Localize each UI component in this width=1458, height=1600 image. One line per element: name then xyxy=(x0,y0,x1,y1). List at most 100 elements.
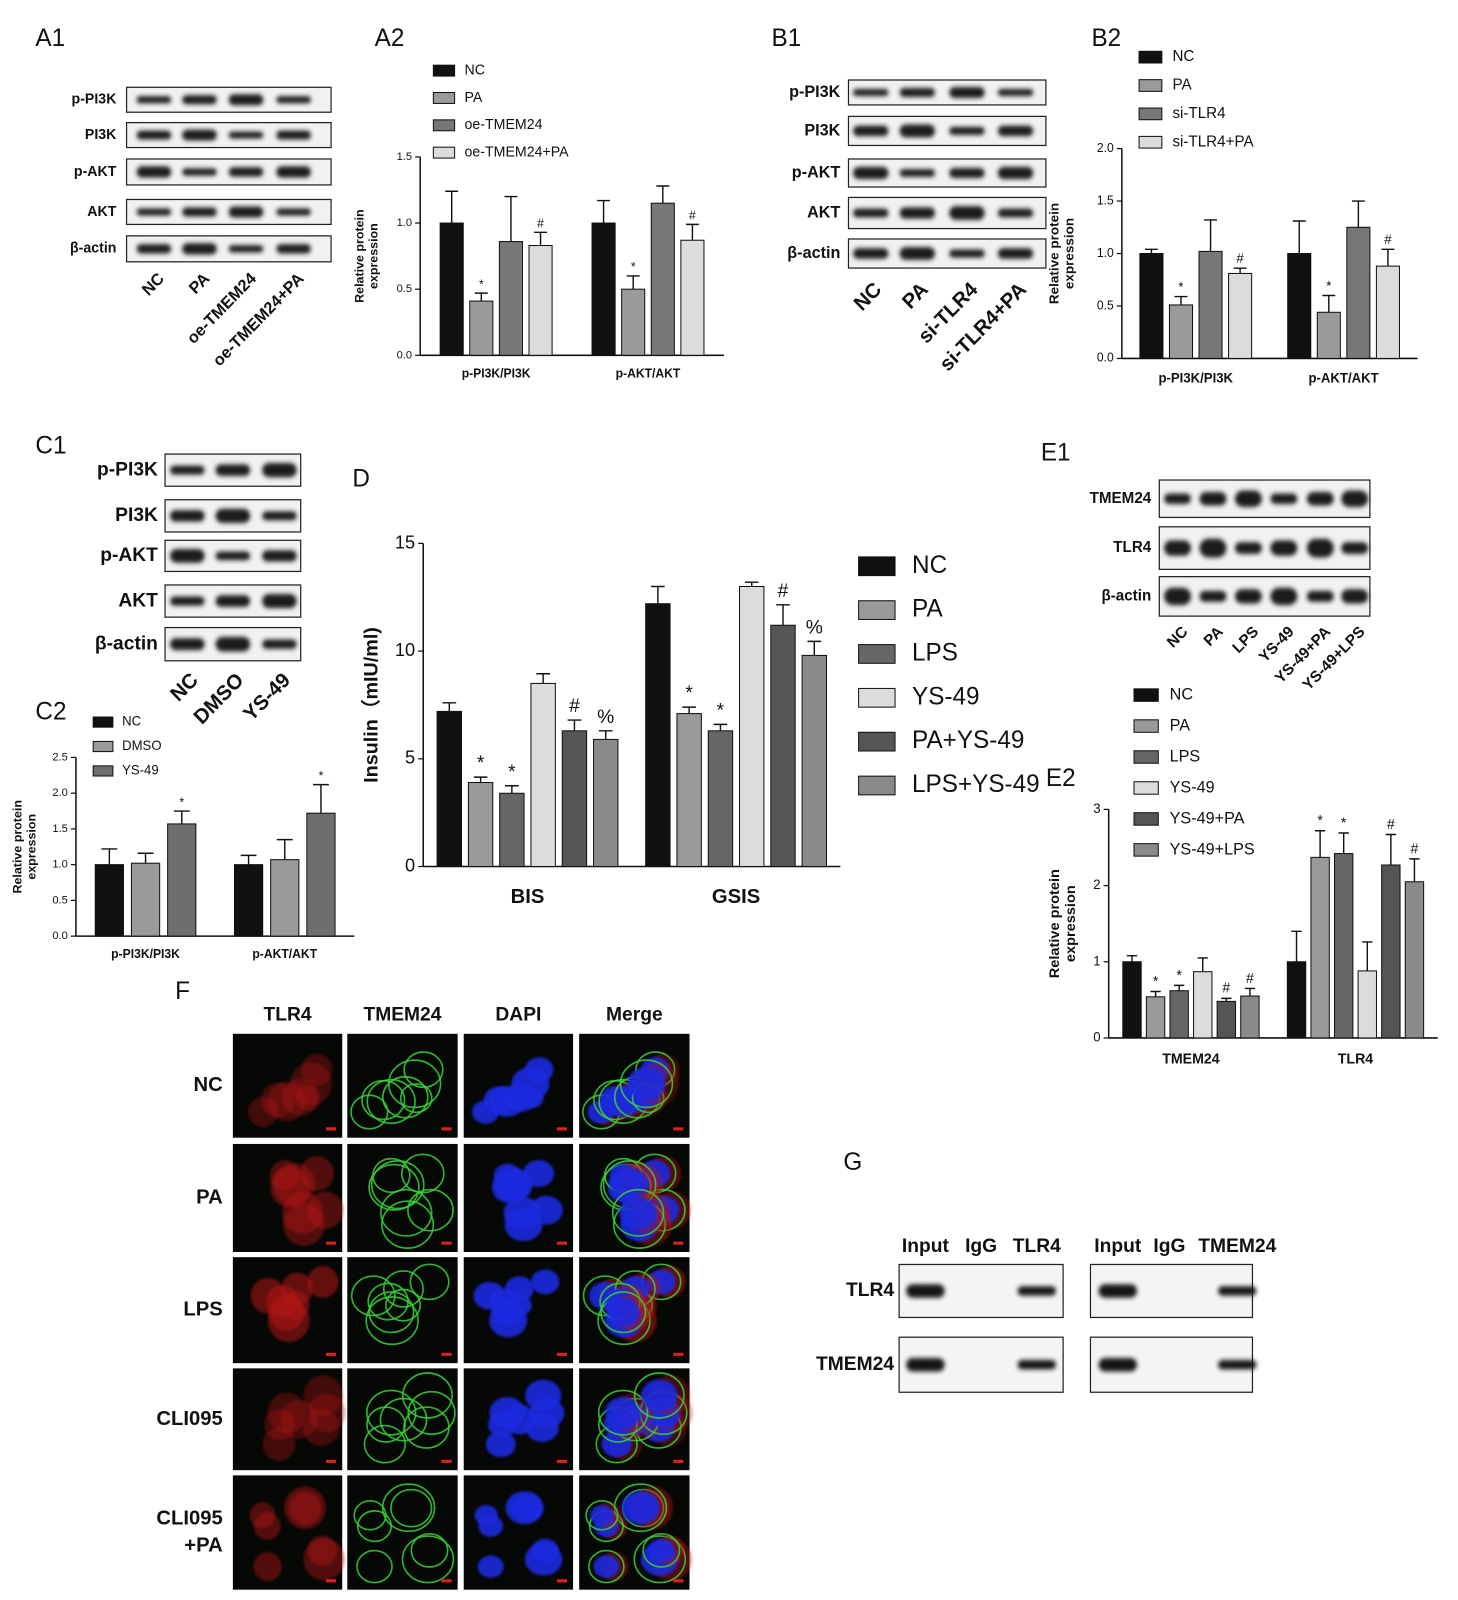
blot-band xyxy=(262,593,297,609)
scale-bar xyxy=(441,1459,452,1463)
legend-swatch xyxy=(1133,750,1159,764)
blot-band xyxy=(228,206,264,218)
blot-row-label: p-PI3K xyxy=(97,458,158,480)
y-tick-label: 0 xyxy=(405,854,415,875)
bar xyxy=(499,792,525,868)
legend-swatch xyxy=(92,740,114,753)
y-tick-label: 1.5 xyxy=(52,823,67,835)
legend-swatch xyxy=(1133,843,1159,857)
error-bar xyxy=(1204,219,1218,252)
tlr4-signal xyxy=(267,1392,307,1433)
tmem24-signal xyxy=(370,1160,425,1210)
x-tick-label: p-PI3K/PI3K xyxy=(111,947,180,961)
blot-band xyxy=(1270,540,1298,556)
legend-label: PA+YS-49 xyxy=(912,727,1024,754)
scale-bar xyxy=(326,1352,337,1356)
error-bar xyxy=(1221,997,1232,1002)
significance-mark: * xyxy=(477,752,485,774)
blot-lane-label: PA xyxy=(898,278,933,314)
error-bar xyxy=(626,275,640,290)
bar xyxy=(1404,881,1425,1039)
panel-label: A1 xyxy=(35,25,65,52)
scale-bar xyxy=(673,1241,684,1245)
blot-band xyxy=(1306,590,1334,602)
bar xyxy=(1122,961,1142,1039)
blot-band xyxy=(949,167,985,179)
y-axis-label: Relative protein xyxy=(1047,869,1063,978)
tmem24-signal xyxy=(350,1275,396,1317)
legend-swatch xyxy=(432,92,456,104)
column-header: DAPI xyxy=(495,1003,541,1025)
blot-band xyxy=(1199,538,1227,558)
y-axis-label: Relative protein xyxy=(1047,203,1062,304)
blot-band xyxy=(949,86,985,98)
tlr4-signal xyxy=(307,1535,337,1566)
panel-label: B2 xyxy=(1091,25,1121,52)
significance-mark: * xyxy=(508,761,516,783)
scale-bar xyxy=(673,1127,684,1131)
tmem24-signal xyxy=(407,1390,456,1436)
panel-label: F xyxy=(175,978,190,1005)
blot-row-label: p-AKT xyxy=(100,544,158,566)
legend-label: NC xyxy=(465,62,485,78)
significance-mark: # xyxy=(1387,817,1395,833)
y-tick-label: 0.5 xyxy=(52,894,67,906)
scale-bar xyxy=(673,1579,684,1583)
legend-label: YS-49+LPS xyxy=(1170,840,1255,858)
significance-mark: # xyxy=(1222,981,1230,997)
scale-bar xyxy=(673,1459,684,1463)
error-bar xyxy=(276,838,293,860)
panel-label: G xyxy=(843,1149,862,1176)
bar xyxy=(439,222,464,356)
blot-band xyxy=(182,207,217,217)
y-axis-label: expression xyxy=(1062,218,1077,289)
blot-band xyxy=(1199,491,1227,506)
nucleus xyxy=(477,1555,504,1578)
tmem24-signal xyxy=(350,1094,389,1130)
blot-band xyxy=(228,94,264,106)
nucleus xyxy=(511,1067,550,1101)
x-tick-label: p-PI3K/PI3K xyxy=(1158,370,1233,385)
tmem24-signal xyxy=(409,1263,450,1301)
legend-swatch xyxy=(1133,812,1159,826)
legend-label: si-TLR4 xyxy=(1172,105,1226,122)
blot-row-label: p-PI3K xyxy=(789,83,840,101)
row-label: CLI095 xyxy=(156,1407,222,1430)
scale-bar xyxy=(556,1241,567,1245)
tmem24-signal xyxy=(382,1270,424,1308)
nucleus xyxy=(485,1431,516,1458)
legend-swatch xyxy=(858,600,896,620)
blot-band xyxy=(182,95,217,105)
bar xyxy=(1333,853,1354,1039)
bar xyxy=(770,624,796,868)
y-axis-label: expression xyxy=(367,223,381,289)
error-bar xyxy=(1292,220,1306,254)
tmem24-signal xyxy=(633,1372,685,1419)
error-bar xyxy=(656,185,670,204)
lane-header: TLR4 xyxy=(1013,1235,1061,1257)
blot-band xyxy=(899,207,936,219)
tlr4-signal xyxy=(253,1552,282,1582)
blot-row-label: β-actin xyxy=(787,244,840,262)
blot-row-label: β-actin xyxy=(1101,587,1151,604)
row-label: CLI095 xyxy=(156,1506,222,1529)
blot-band xyxy=(853,248,889,259)
error-bar xyxy=(504,195,518,242)
significance-mark: * xyxy=(1176,968,1182,984)
panel-label: C2 xyxy=(35,698,66,725)
blot-band xyxy=(136,244,172,254)
legend-label: PA xyxy=(912,595,943,622)
nucleus xyxy=(647,1538,675,1563)
tmem24-signal xyxy=(407,1188,454,1232)
x-tick-label: p-PI3K/PI3K xyxy=(462,366,531,380)
bar xyxy=(1139,252,1164,359)
legend-label: PA xyxy=(465,90,483,106)
legend-label: YS-49 xyxy=(122,762,159,777)
error-bar xyxy=(682,706,696,714)
error-bar xyxy=(505,785,519,794)
significance-mark: # xyxy=(778,580,789,602)
x-tick-label: p-AKT/AKT xyxy=(616,366,681,380)
error-bar xyxy=(1291,930,1302,962)
blot-band xyxy=(1164,493,1192,504)
blot-row-label: p-AKT xyxy=(792,163,841,181)
